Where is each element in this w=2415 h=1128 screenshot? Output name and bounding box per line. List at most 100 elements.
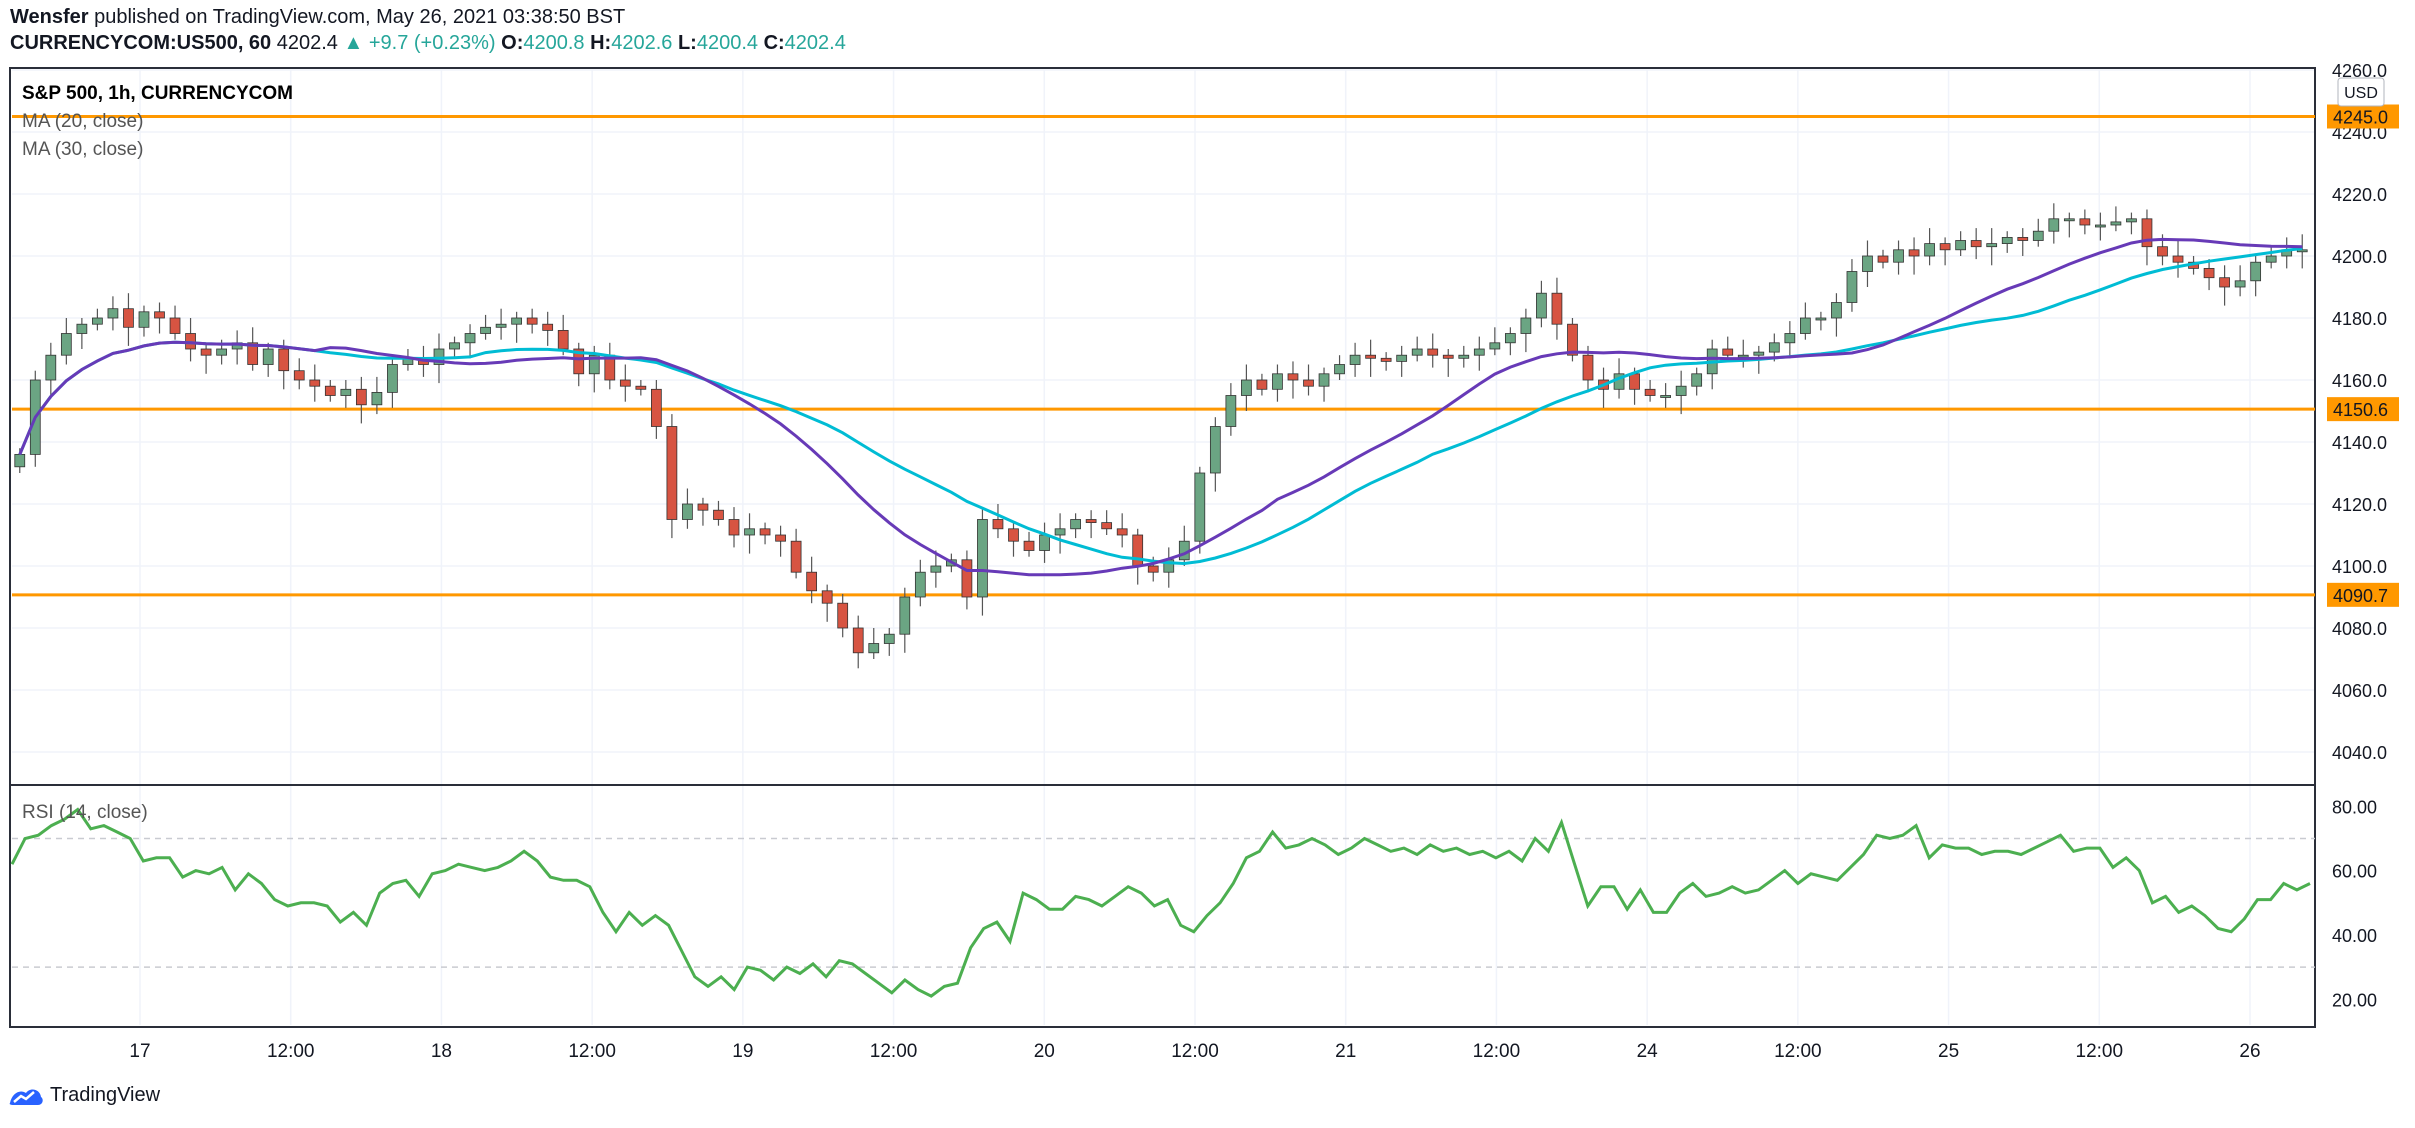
candle-body bbox=[154, 311, 165, 319]
candle-body bbox=[1365, 354, 1376, 359]
horizontal-line-label: 4245.0 bbox=[2333, 108, 2388, 128]
candle-body bbox=[1800, 317, 1811, 334]
candle-body bbox=[1504, 333, 1516, 344]
candle-body bbox=[1691, 373, 1703, 387]
publish-info: Wensfer published on TradingView.com, Ma… bbox=[10, 6, 625, 29]
candle-body bbox=[775, 534, 786, 542]
candle-body bbox=[1008, 528, 1019, 542]
candle-body bbox=[1458, 354, 1470, 359]
candle-body bbox=[837, 602, 849, 629]
candle-body bbox=[2203, 267, 2215, 279]
price-tick-label: 4180.0 bbox=[2332, 309, 2387, 329]
candle-body bbox=[1023, 540, 1035, 551]
candle-body bbox=[542, 323, 554, 331]
candle-body bbox=[1986, 243, 1998, 248]
candle-body bbox=[1489, 342, 1501, 350]
time-tick-label: 12:00 bbox=[2076, 1041, 2124, 1062]
candle-body bbox=[2234, 280, 2246, 288]
author-name[interactable]: Wensfer bbox=[10, 6, 89, 28]
candle-body bbox=[2095, 224, 2106, 228]
candle-body bbox=[806, 571, 818, 592]
candle-body bbox=[883, 633, 895, 644]
candle-body bbox=[2017, 236, 2029, 241]
candle-body bbox=[2250, 261, 2262, 282]
candle-body bbox=[1908, 249, 1920, 257]
time-tick-label: 26 bbox=[2239, 1041, 2260, 1062]
candle-body bbox=[1303, 379, 1314, 387]
candle-body bbox=[247, 342, 259, 365]
candle-body bbox=[557, 329, 569, 350]
candle-body bbox=[697, 503, 709, 511]
time-tick-label: 19 bbox=[732, 1041, 753, 1062]
candle-body bbox=[1582, 354, 1594, 381]
candle-body bbox=[666, 426, 678, 520]
currency-badge[interactable] bbox=[2337, 77, 2385, 107]
candle-body bbox=[821, 590, 833, 604]
candle-body bbox=[1194, 472, 1206, 542]
candle-body bbox=[728, 519, 740, 536]
candle-body bbox=[1815, 317, 1827, 321]
candle-body bbox=[1334, 364, 1345, 375]
candle-body bbox=[2032, 230, 2044, 241]
candle-body bbox=[1970, 240, 1982, 248]
candle-body bbox=[1660, 395, 1671, 398]
candle-body bbox=[1536, 292, 1547, 319]
candle-body bbox=[1411, 348, 1423, 356]
candle-body bbox=[1629, 373, 1640, 390]
ma30-line bbox=[18, 247, 2303, 566]
candle-body bbox=[682, 503, 693, 520]
candle-body bbox=[2001, 236, 2013, 244]
candle-body bbox=[2157, 246, 2168, 257]
rsi-legend: RSI (14, close) bbox=[22, 802, 148, 823]
candle-body bbox=[1116, 528, 1128, 536]
candle-body bbox=[1101, 522, 1113, 530]
candle-body bbox=[1054, 528, 1066, 536]
rsi-tick-label: 40.00 bbox=[2332, 926, 2377, 946]
horizontal-line-label-box bbox=[2327, 582, 2399, 607]
candle-body bbox=[635, 385, 647, 390]
candle-body bbox=[293, 370, 305, 381]
candle-body bbox=[1318, 373, 1330, 387]
candle-body bbox=[92, 317, 103, 325]
candle-body bbox=[744, 528, 755, 536]
rsi-levels bbox=[12, 837, 2315, 968]
horizontal-line-label-box bbox=[2327, 397, 2399, 422]
candle-body bbox=[309, 379, 321, 387]
candle-body bbox=[449, 342, 460, 350]
horizontal-line-label: 4090.7 bbox=[2333, 586, 2388, 606]
candle-body bbox=[1831, 302, 1842, 319]
time-tick-label: 21 bbox=[1335, 1041, 1356, 1062]
price-tick-label: 4080.0 bbox=[2332, 619, 2387, 639]
candle-body bbox=[1225, 395, 1237, 427]
candle-body bbox=[1753, 351, 1765, 356]
candle-body bbox=[1862, 255, 1873, 272]
candle-body bbox=[961, 559, 973, 598]
price-tick-label: 4100.0 bbox=[2332, 557, 2387, 577]
candle-body bbox=[930, 565, 942, 573]
candle-body bbox=[1567, 323, 1578, 356]
symbol-label: CURRENCYCOM:US500, 60 bbox=[10, 32, 272, 54]
candle-body bbox=[1396, 354, 1408, 362]
candle-body bbox=[526, 317, 538, 325]
chart-frame bbox=[9, 67, 2316, 1028]
candle-body bbox=[216, 348, 227, 356]
candle-body bbox=[1939, 243, 1951, 251]
tradingview-brand[interactable]: TradingView bbox=[8, 1084, 160, 1107]
candle-body bbox=[1241, 379, 1252, 396]
candle-body bbox=[1209, 426, 1221, 474]
candle-body bbox=[1924, 243, 1935, 257]
horizontal-line-label-box bbox=[2327, 104, 2399, 129]
candle-body bbox=[1768, 342, 1780, 353]
candle-body bbox=[138, 311, 150, 328]
candle-body bbox=[262, 348, 274, 365]
candle-body bbox=[992, 519, 1004, 530]
time-tick-label: 12:00 bbox=[267, 1041, 315, 1062]
chart-title: S&P 500, 1h, CURRENCYCOM bbox=[22, 83, 293, 104]
grid-lines bbox=[12, 69, 2315, 1025]
published-text: published on TradingView.com, May 26, 20… bbox=[94, 6, 626, 28]
horizontal-lines[interactable] bbox=[12, 115, 2315, 597]
candle-body bbox=[790, 540, 802, 573]
open-value: 4200.8 bbox=[523, 32, 585, 54]
time-tick-label: 24 bbox=[1637, 1041, 1659, 1062]
